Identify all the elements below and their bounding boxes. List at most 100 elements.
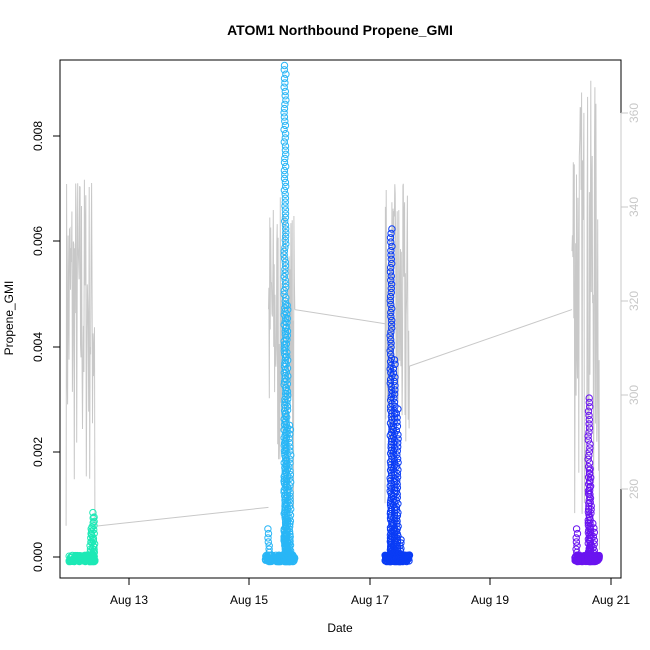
data-point: [586, 513, 594, 521]
data-point: [585, 469, 594, 478]
data-point: [280, 61, 289, 70]
data-point: [282, 162, 290, 171]
data-point: [282, 344, 290, 352]
data-point: [387, 229, 395, 238]
data-point: [584, 436, 593, 444]
data-point: [283, 364, 292, 372]
data-point: [280, 138, 288, 146]
data-point: [286, 467, 294, 475]
data-point: [386, 234, 395, 242]
data-point: [280, 247, 288, 256]
data-point: [392, 462, 401, 470]
data-point: [281, 280, 290, 288]
data-point: [386, 332, 394, 340]
data-point: [390, 356, 399, 364]
data-point: [286, 430, 294, 438]
data-point: [584, 432, 592, 440]
data-point: [287, 478, 295, 486]
data-point: [282, 240, 290, 248]
data-point: [286, 547, 295, 555]
data-point: [585, 448, 593, 456]
y-tick-label: 0.008: [31, 121, 45, 151]
data-point: [69, 557, 77, 565]
data-point: [388, 324, 396, 332]
data-point: [282, 420, 290, 428]
data-point: [584, 455, 592, 463]
data-point: [264, 538, 272, 546]
data-point: [264, 555, 272, 564]
data-point: [572, 538, 581, 546]
data-point: [387, 280, 396, 288]
data-point: [387, 300, 395, 309]
data-point: [283, 380, 291, 388]
data-point: [285, 434, 293, 443]
data-point: [387, 320, 396, 328]
data-point: [281, 146, 290, 154]
data-point: [586, 403, 594, 411]
data-point: [390, 394, 398, 402]
y-tick-label: 0.002: [31, 437, 45, 467]
data-point: [283, 319, 291, 327]
data-point: [281, 190, 289, 199]
data-point: [387, 312, 395, 321]
data-point: [90, 513, 98, 521]
data-point: [282, 360, 290, 368]
data-point: [283, 314, 292, 323]
data-point: [389, 365, 398, 373]
data-point: [572, 525, 581, 533]
data-point: [585, 424, 594, 432]
data-point: [283, 327, 292, 335]
data-point: [281, 265, 289, 274]
data-point: [282, 70, 290, 78]
data-point: [285, 439, 294, 447]
data-point: [280, 272, 288, 281]
data-point: [388, 225, 396, 233]
data-point: [397, 536, 405, 544]
data-point: [587, 505, 595, 514]
data-point: [589, 519, 597, 528]
x-tick: Aug 21: [592, 578, 630, 607]
data-point: [283, 402, 292, 411]
data-point: [387, 255, 395, 263]
data-point: [280, 125, 288, 134]
data-point: [387, 288, 395, 297]
data-point: [287, 451, 295, 459]
data-point: [586, 498, 594, 506]
data-point: [388, 242, 396, 251]
secondary-series-connector: [294, 309, 386, 325]
data-point: [264, 529, 273, 538]
data-point: [280, 254, 289, 263]
data-point: [394, 431, 402, 439]
data-point: [585, 420, 593, 428]
data-point: [286, 532, 294, 541]
x-tick-label: Aug 21: [592, 593, 630, 607]
data-point: [587, 509, 595, 517]
data-point: [388, 259, 396, 268]
data-point: [386, 268, 395, 276]
data-point: [589, 543, 597, 552]
data-point: [281, 92, 289, 100]
data-point: [281, 236, 289, 244]
y-tick-label: 0.006: [31, 226, 45, 256]
data-point: [90, 517, 98, 526]
data-point: [90, 522, 98, 530]
data-point: [387, 276, 395, 284]
data-point: [573, 553, 581, 562]
data-point: [590, 524, 598, 532]
y2-tick: 340: [621, 197, 641, 217]
data-point: [281, 87, 289, 96]
x-tick-label: Aug 17: [351, 593, 389, 607]
data-point: [280, 287, 288, 295]
data-point: [391, 360, 399, 368]
data-point: [585, 398, 593, 407]
y-tick-label: 0.004: [31, 332, 45, 362]
data-point: [585, 416, 593, 424]
data-point: [281, 202, 289, 210]
data-point: [585, 428, 593, 436]
data-point: [280, 174, 289, 183]
data-point: [393, 473, 402, 481]
data-point: [282, 182, 290, 191]
data-point: [393, 469, 402, 478]
data-point: [265, 545, 273, 553]
y2-tick-label: 300: [627, 385, 641, 405]
